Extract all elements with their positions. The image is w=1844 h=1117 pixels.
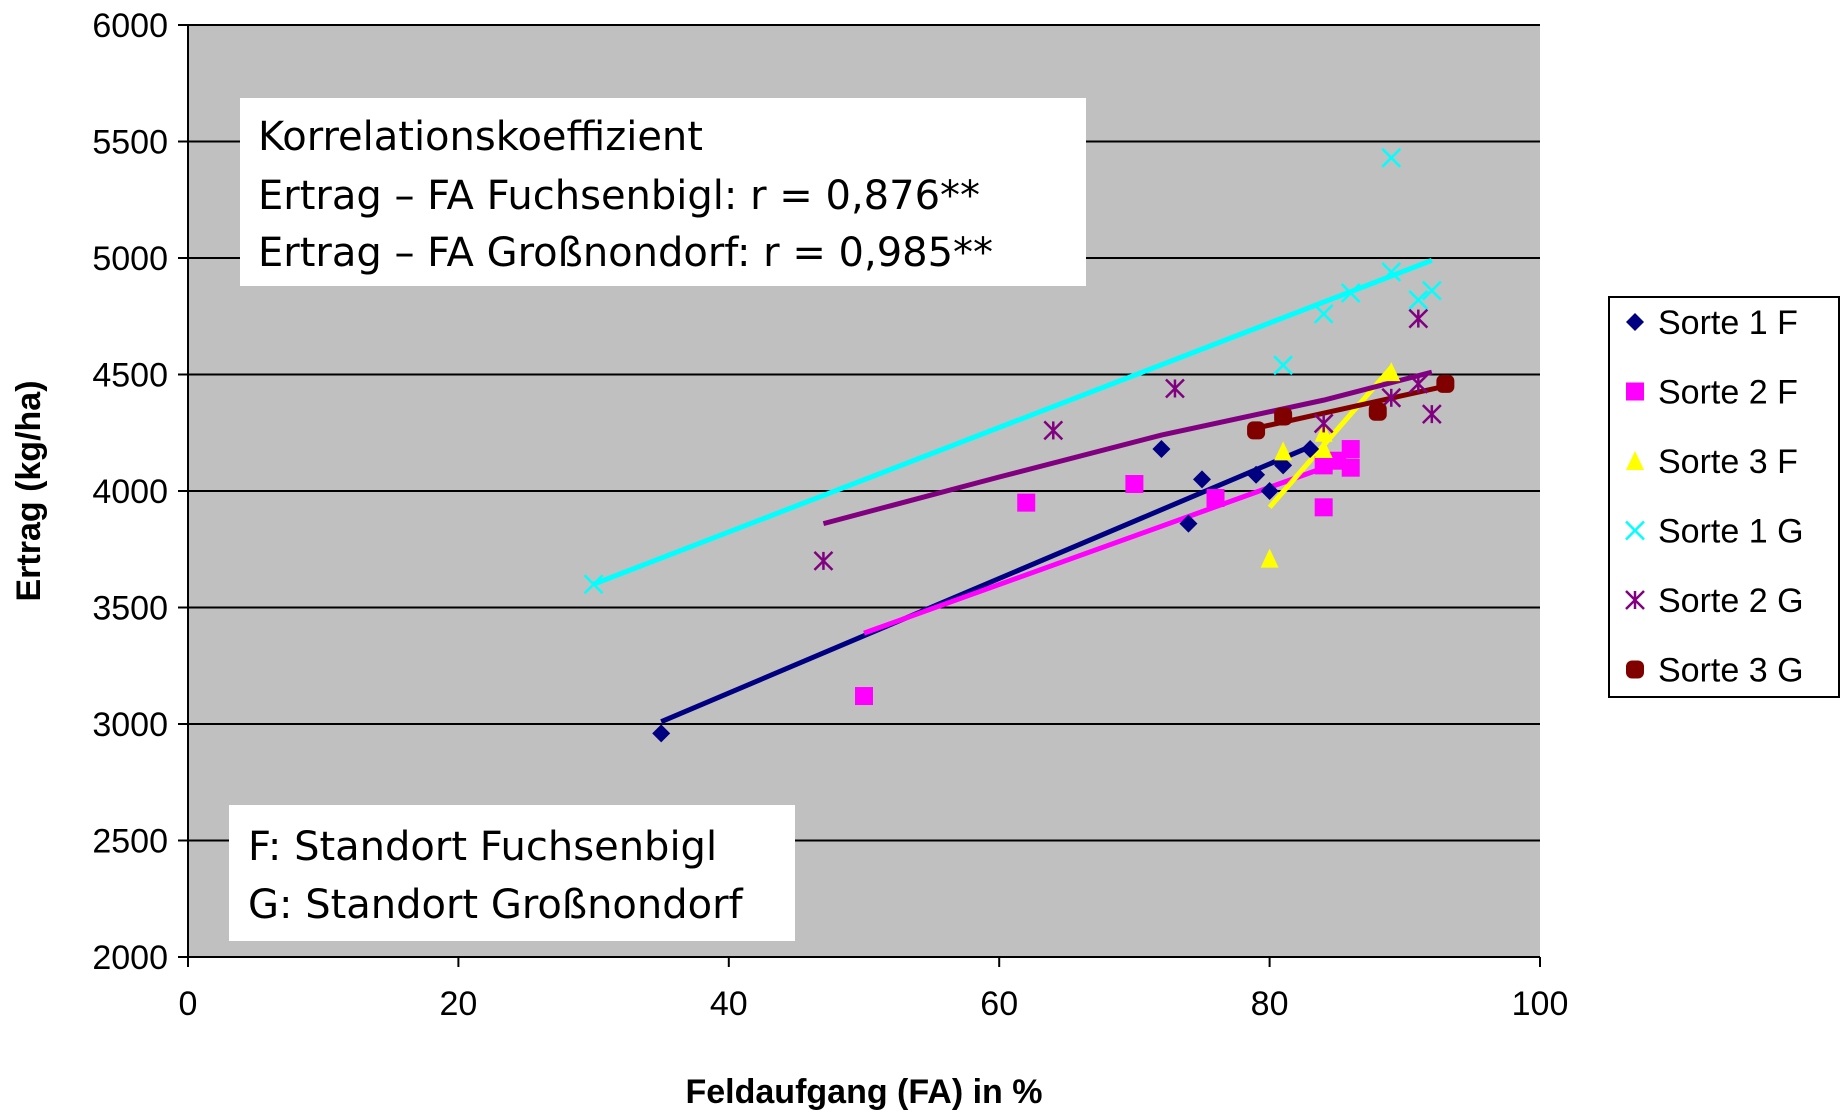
annotation-line: Korrelationskoeffizient <box>258 114 703 160</box>
x-tick-label: 20 <box>439 985 477 1023</box>
x-tick-label: 60 <box>980 985 1018 1023</box>
data-point <box>1315 498 1333 516</box>
marker-shape <box>1436 375 1454 393</box>
location-annotation: F: Standort Fuchsenbigl G: Standort Groß… <box>229 805 795 941</box>
marker-shape <box>1369 403 1387 421</box>
marker-shape <box>1125 475 1143 493</box>
data-point <box>855 687 873 705</box>
x-tick-label: 40 <box>710 985 748 1023</box>
y-tick-label: 5000 <box>92 240 168 278</box>
marker-shape <box>1342 459 1360 477</box>
annotation-line: G: Standort Großnondorf <box>248 882 744 928</box>
legend-marker <box>1626 661 1644 679</box>
data-point <box>1369 403 1387 421</box>
data-point <box>1342 440 1360 458</box>
data-point <box>1207 489 1225 507</box>
marker-shape <box>1626 661 1644 679</box>
x-tick-label: 100 <box>1512 985 1569 1023</box>
x-tick-label: 80 <box>1251 985 1289 1023</box>
marker-shape <box>1207 489 1225 507</box>
y-tick-label: 3500 <box>92 590 168 628</box>
y-tick-label: 4500 <box>92 357 168 395</box>
data-point <box>1436 375 1454 393</box>
legend-label: Sorte 1 G <box>1658 513 1804 551</box>
y-tick-labels: 2000 2500 3000 3500 4000 4500 5000 5500 6000 <box>92 7 168 977</box>
marker-shape <box>1342 440 1360 458</box>
marker-shape <box>1626 383 1644 401</box>
x-axis-title: Feldaufgang (FA) in % <box>686 1073 1043 1111</box>
legend-label: Sorte 1 F <box>1658 304 1798 342</box>
annotation-line: Ertrag – FA Fuchsenbigl: r = 0,876** <box>258 173 980 219</box>
y-axis-title: Ertrag (kg/ha) <box>10 380 48 601</box>
legend-label: Sorte 3 F <box>1658 443 1798 481</box>
marker-shape <box>1274 407 1292 425</box>
correlation-annotation: Korrelationskoeffizient Ertrag – FA Fuch… <box>240 98 1086 286</box>
legend-marker <box>1626 383 1644 401</box>
annotation-line: F: Standort Fuchsenbigl <box>248 824 717 870</box>
data-point <box>1342 459 1360 477</box>
x-tick-label: 0 <box>179 985 198 1023</box>
y-tick-label: 6000 <box>92 7 168 45</box>
y-tick-label: 2000 <box>92 939 168 977</box>
x-tick-labels: 0 20 40 60 80 100 <box>179 985 1569 1023</box>
y-tick-label: 3000 <box>92 706 168 744</box>
data-point <box>1247 421 1265 439</box>
marker-shape <box>855 687 873 705</box>
annotation-line: Ertrag – FA Großnondorf: r = 0,985** <box>258 230 993 276</box>
legend-label: Sorte 3 G <box>1658 652 1804 690</box>
legend-label: Sorte 2 F <box>1658 374 1798 412</box>
marker-shape <box>1315 498 1333 516</box>
y-tick-label: 5500 <box>92 124 168 162</box>
marker-shape <box>1017 494 1035 512</box>
y-tick-label: 2500 <box>92 823 168 861</box>
legend: Sorte 1 F Sorte 2 F Sorte 3 F Sorte 1 G Sort… <box>1609 297 1839 697</box>
legend-label: Sorte 2 G <box>1658 582 1804 620</box>
data-point <box>1125 475 1143 493</box>
data-point <box>1017 494 1035 512</box>
marker-shape <box>1247 421 1265 439</box>
data-point <box>1274 407 1292 425</box>
y-tick-label: 4000 <box>92 473 168 511</box>
